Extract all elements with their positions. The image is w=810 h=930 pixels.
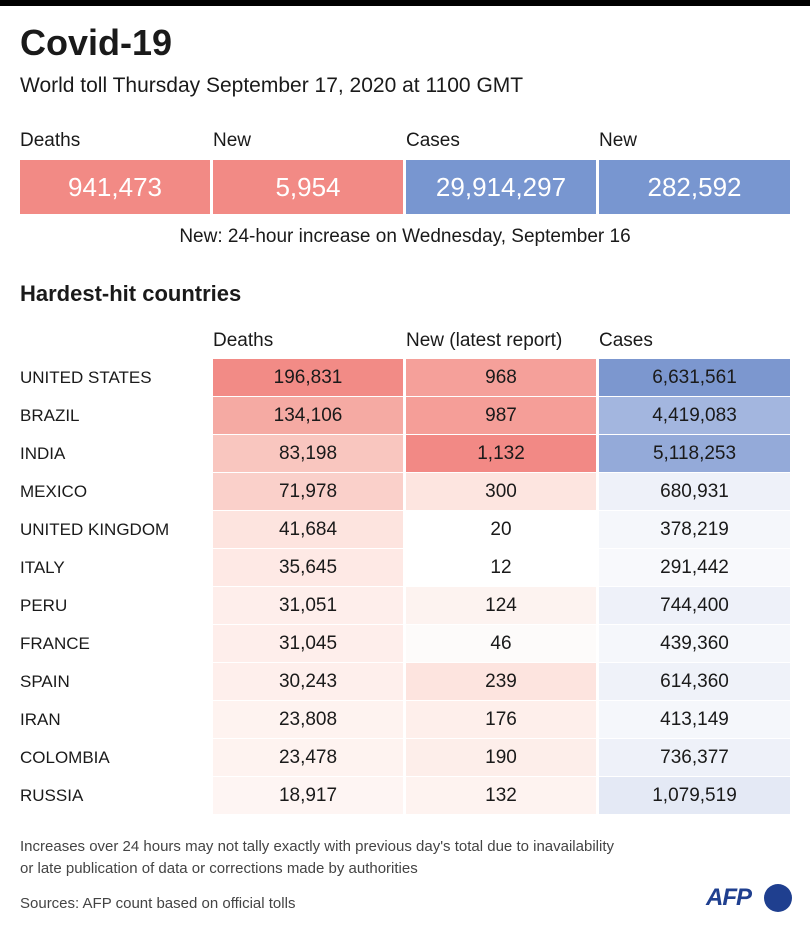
- country-label: SPAIN: [20, 672, 70, 691]
- table-cell: 680,931: [599, 473, 790, 511]
- table-cell: 30,243: [213, 663, 403, 701]
- table-cell: 124: [406, 587, 596, 625]
- country-label: ITALY: [20, 558, 65, 577]
- summary-label: New: [599, 130, 638, 151]
- table-cell: 23,808: [213, 701, 403, 739]
- table-cell: 744,400: [599, 587, 790, 625]
- table-cell: 46: [406, 625, 596, 663]
- table-cell: 239: [406, 663, 596, 701]
- table-cell: 12: [406, 549, 596, 587]
- table-cell: 190: [406, 739, 596, 777]
- summary-label: New: [213, 130, 252, 151]
- summary-value: 282,592: [599, 160, 790, 214]
- table-cell: 300: [406, 473, 596, 511]
- table-cell: 413,149: [599, 701, 790, 739]
- country-label: FRANCE: [20, 634, 90, 653]
- table-cell: 31,051: [213, 587, 403, 625]
- title: Covid-19: [20, 22, 173, 63]
- logo: AFP: [706, 884, 752, 911]
- table-cell: 987: [406, 397, 596, 435]
- table-cell: 439,360: [599, 625, 790, 663]
- table-cell: 614,360: [599, 663, 790, 701]
- summary-value: 5,954: [213, 160, 403, 214]
- table-cell: 1,079,519: [599, 777, 790, 815]
- table-cell: 71,978: [213, 473, 403, 511]
- table-cell: 132: [406, 777, 596, 815]
- section-title: Hardest-hit countries: [20, 281, 242, 306]
- table-cell: 176: [406, 701, 596, 739]
- country-label: COLOMBIA: [20, 748, 110, 767]
- table-cell: 83,198: [213, 435, 403, 473]
- country-label: IRAN: [20, 710, 61, 729]
- summary-label: Cases: [406, 130, 460, 151]
- table-cell: 1,132: [406, 435, 596, 473]
- footnote: Increases over 24 hours may not tally ex…: [20, 838, 614, 855]
- country-label: UNITED KINGDOM: [20, 520, 170, 539]
- summary-label: Deaths: [20, 130, 81, 151]
- summary-value: 941,473: [20, 160, 210, 214]
- table-cell: 6,631,561: [599, 359, 790, 397]
- country-label: BRAZIL: [20, 406, 80, 425]
- table-cell: 35,645: [213, 549, 403, 587]
- country-label: UNITED STATES: [20, 368, 152, 387]
- table-cell: 968: [406, 359, 596, 397]
- column-header: Cases: [599, 330, 653, 351]
- column-header: Deaths: [213, 330, 274, 351]
- table-cell: 41,684: [213, 511, 403, 549]
- source: Sources: AFP count based on official tol…: [20, 895, 296, 912]
- table-cell: 23,478: [213, 739, 403, 777]
- country-label: MEXICO: [20, 482, 88, 501]
- table-cell: 196,831: [213, 359, 403, 397]
- summary-value: 29,914,297: [406, 160, 596, 214]
- table-cell: 736,377: [599, 739, 790, 777]
- table-cell: 20: [406, 511, 596, 549]
- table-cell: 31,045: [213, 625, 403, 663]
- column-header: New (latest report): [406, 330, 563, 351]
- table-cell: 291,442: [599, 549, 790, 587]
- country-label: RUSSIA: [20, 786, 84, 805]
- country-label: INDIA: [20, 444, 66, 463]
- top-bar: [0, 0, 810, 6]
- footnote: or late publication of data or correctio…: [20, 860, 418, 877]
- table-cell: 378,219: [599, 511, 790, 549]
- logo-dot: [764, 884, 792, 912]
- table-cell: 134,106: [213, 397, 403, 435]
- summary-note: New: 24-hour increase on Wednesday, Sept…: [179, 226, 631, 247]
- subtitle: World toll Thursday September 17, 2020 a…: [20, 74, 524, 97]
- table-cell: 5,118,253: [599, 435, 790, 473]
- country-label: PERU: [20, 596, 68, 615]
- table-cell: 4,419,083: [599, 397, 790, 435]
- table-cell: 18,917: [213, 777, 403, 815]
